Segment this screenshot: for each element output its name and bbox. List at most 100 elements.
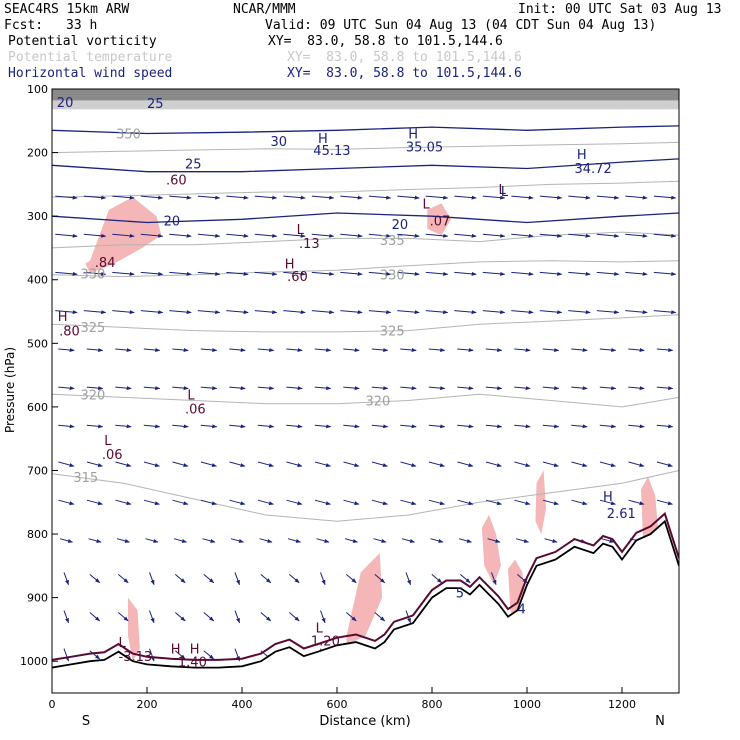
wind-vector	[601, 538, 615, 543]
wind-vector	[89, 574, 101, 584]
wind-vector	[234, 572, 240, 586]
wind-vector	[149, 572, 155, 586]
contour-label-wind: H	[577, 148, 587, 163]
wind-vector	[86, 461, 103, 467]
wind-vector	[425, 310, 449, 315]
wind-vector	[115, 499, 132, 506]
wind-vector	[286, 424, 303, 429]
wind-vector	[568, 195, 591, 200]
wind-vector	[140, 271, 164, 276]
contour-label-theta: 325	[380, 325, 405, 340]
wind-vector	[197, 310, 221, 315]
wind-vector	[397, 271, 420, 276]
wind-vector	[117, 574, 129, 584]
wind-vector	[89, 650, 101, 660]
wind-vector	[172, 499, 189, 506]
wind-vector	[599, 461, 616, 467]
x-tick-label: 0	[49, 698, 56, 711]
y-axis-label: Pressure (hPa)	[3, 347, 17, 433]
x-tick-label: 800	[422, 698, 443, 711]
wind-vector	[571, 499, 588, 506]
contour-label-pv: L	[187, 388, 195, 403]
contour-label-wind: 30	[271, 135, 288, 150]
wind-vector	[117, 612, 129, 622]
wind-vector	[628, 461, 645, 467]
wind-vector	[568, 271, 591, 276]
field-pv-xy: XY= 83.0, 58.8 to 101.5,144.6	[268, 34, 503, 49]
wind-vector	[653, 195, 677, 200]
field-theta-name: Potential temperature	[8, 50, 173, 65]
wind-vector	[320, 610, 326, 624]
pv-shaded-area	[535, 470, 546, 535]
wind-vector	[482, 195, 506, 200]
contour-label-pv: .80	[59, 325, 80, 340]
wind-vector	[539, 271, 563, 276]
wind-vector	[397, 310, 420, 315]
contour-label-pv: .60	[287, 270, 308, 285]
wind-vector	[368, 271, 392, 276]
wind-vector	[55, 310, 78, 315]
wind-vector	[115, 348, 132, 352]
wind-vector	[514, 424, 531, 429]
wind-vector	[174, 650, 186, 660]
wind-vector	[169, 233, 192, 238]
contour-label-pv: .84	[95, 256, 116, 271]
wind-vector	[571, 348, 588, 352]
wind-vector	[112, 195, 135, 200]
wind-vector	[485, 348, 503, 352]
wind-vector	[58, 386, 75, 391]
wind-vector	[374, 612, 386, 622]
wind-vector	[457, 386, 474, 391]
wind-vector	[115, 461, 132, 467]
wind-vector	[88, 538, 102, 543]
wind-vector	[314, 386, 332, 391]
fcst-label: Fcst:	[4, 18, 44, 33]
contour-label-wind: 45.13	[313, 144, 350, 159]
wind-vector	[257, 461, 274, 467]
wind-vector	[542, 461, 559, 467]
wind-vector	[397, 195, 420, 200]
wind-vector	[234, 610, 240, 624]
wind-vector	[625, 271, 648, 276]
wind-vector	[491, 572, 497, 586]
wind-vector	[539, 195, 563, 200]
wind-vector	[169, 310, 192, 315]
wind-vector	[173, 538, 187, 543]
wind-vector	[428, 386, 446, 391]
wind-vector	[89, 612, 101, 622]
contour-label-pv: L	[423, 198, 431, 213]
wind-vector	[459, 574, 471, 584]
wind-vector	[400, 499, 417, 506]
wind-vector	[599, 424, 617, 429]
wind-vector	[172, 424, 189, 429]
wind-vector	[58, 424, 75, 429]
init-time: Init: 00 UTC Sat 03 Aug 13	[518, 2, 722, 17]
wind-vector	[257, 424, 275, 429]
wind-vector	[371, 499, 388, 506]
wind-vector	[314, 499, 331, 506]
wind-vector	[656, 461, 673, 467]
wind-vector	[226, 271, 249, 276]
wind-vector	[174, 574, 186, 584]
wind-vector	[229, 386, 246, 391]
wind-vector	[599, 348, 617, 352]
contour-label-pv: L	[297, 223, 305, 238]
contour-label-pv: L	[104, 434, 112, 449]
wind-vector	[599, 499, 616, 506]
wind-vector	[599, 386, 617, 391]
contour-label-pv: L	[119, 636, 127, 651]
y-tick-label: 500	[27, 337, 48, 350]
terrain-line	[52, 519, 679, 669]
wind-vector	[457, 424, 474, 429]
contour-label-wind: 20	[392, 218, 409, 233]
x-tick-label: 600	[327, 698, 348, 711]
contour-label-wind: 5	[456, 587, 464, 602]
wind-vector	[344, 538, 358, 543]
wind-vector	[140, 195, 164, 200]
wind-vector	[430, 538, 444, 543]
wind-vector	[143, 461, 160, 467]
wind-vector	[149, 610, 155, 624]
wind-vector	[368, 310, 392, 315]
pv-shaded-area	[427, 203, 451, 236]
